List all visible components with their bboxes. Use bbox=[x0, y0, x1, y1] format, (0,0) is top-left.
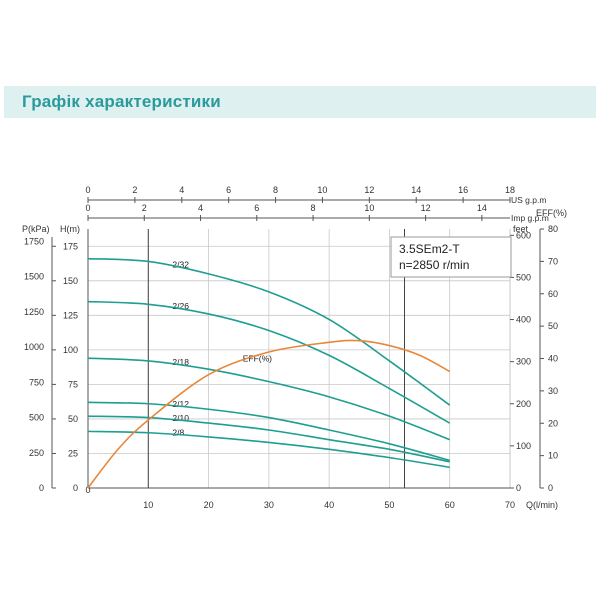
eff-tick-label: 20 bbox=[548, 418, 558, 428]
top-axis-tick-label: 2 bbox=[132, 185, 137, 195]
eff-tick-label: 10 bbox=[548, 451, 558, 461]
head-tick-label: 50 bbox=[68, 414, 78, 424]
series-label: 2/8 bbox=[172, 427, 184, 437]
head-tick-label: 100 bbox=[63, 345, 78, 355]
series-label: 2/32 bbox=[172, 259, 189, 269]
pressure-tick-label: 0 bbox=[39, 483, 44, 493]
head-tick-label: 150 bbox=[63, 276, 78, 286]
eff-tick-label: 80 bbox=[548, 224, 558, 234]
pressure-tick-label: 250 bbox=[29, 448, 44, 458]
top-axis-label: US g.p.m bbox=[511, 195, 546, 205]
pressure-axis-label: P(kPa) bbox=[22, 224, 50, 234]
title-banner: Графік характеристики bbox=[4, 86, 596, 118]
top-axis-tick-label: 2 bbox=[142, 203, 147, 213]
top-axis-tick-label: 8 bbox=[311, 203, 316, 213]
top-axis-tick-label: 8 bbox=[273, 185, 278, 195]
top-axis-tick-label: 18 bbox=[505, 185, 515, 195]
series-line bbox=[87, 257, 451, 406]
head-tick-label: 25 bbox=[68, 448, 78, 458]
model-box: 3.5SEm2-T n=2850 r/min bbox=[390, 236, 512, 278]
series-line bbox=[87, 300, 451, 424]
feet-tick-label: 300 bbox=[516, 357, 531, 367]
series-label: 2/26 bbox=[172, 301, 189, 311]
feet-tick-label: 100 bbox=[516, 441, 531, 451]
feet-tick-label: 600 bbox=[516, 230, 531, 240]
series-label: EFF(%) bbox=[243, 353, 272, 363]
top-axis-tick-label: 6 bbox=[254, 203, 259, 213]
top-axis-tick-label: 6 bbox=[226, 185, 231, 195]
eff-tick-label: 40 bbox=[548, 354, 558, 364]
eff-tick-label: 50 bbox=[548, 321, 558, 331]
x-tick-label: 70 bbox=[505, 500, 515, 510]
top-axis-tick-label: 10 bbox=[317, 185, 327, 195]
model-box-frame bbox=[390, 236, 512, 278]
series-line bbox=[87, 339, 451, 489]
head-tick-label: 175 bbox=[63, 241, 78, 251]
x-tick-label: 60 bbox=[445, 500, 455, 510]
eff-tick-label: 60 bbox=[548, 289, 558, 299]
pressure-tick-label: 1500 bbox=[24, 272, 44, 282]
series-label: 2/12 bbox=[172, 399, 189, 409]
model-name: 3.5SEm2-T bbox=[399, 242, 460, 256]
pressure-tick-label: 750 bbox=[29, 377, 44, 387]
series-line bbox=[87, 357, 451, 441]
eff-tick-label: 70 bbox=[548, 256, 558, 266]
x-tick-label: 30 bbox=[264, 500, 274, 510]
top-axis-tick-label: 14 bbox=[477, 203, 487, 213]
series-group bbox=[87, 257, 451, 489]
top-axis-tick-label: 4 bbox=[198, 203, 203, 213]
series-line bbox=[87, 430, 450, 469]
pressure-tick-label: 1000 bbox=[24, 342, 44, 352]
pressure-tick-label: 500 bbox=[29, 413, 44, 423]
top-axis-tick-label: 4 bbox=[179, 185, 184, 195]
eff-tick-label: 0 bbox=[548, 483, 553, 493]
top-axis-tick-label: 0 bbox=[85, 203, 90, 213]
pressure-tick-label: 1750 bbox=[24, 236, 44, 246]
feet-tick-label: 400 bbox=[516, 315, 531, 325]
head-tick-label: 125 bbox=[63, 310, 78, 320]
x-tick-label: 50 bbox=[384, 500, 394, 510]
head-tick-label: 75 bbox=[68, 379, 78, 389]
eff-axis-label: EFF(%) bbox=[536, 208, 567, 218]
x-tick-label: 20 bbox=[204, 500, 214, 510]
feet-axis-label: feet bbox=[513, 224, 529, 234]
series-label: 2/10 bbox=[172, 413, 189, 423]
head-axis-label: H(m) bbox=[60, 224, 80, 234]
x-origin-label: 0 bbox=[85, 485, 90, 495]
series-label: 2/18 bbox=[172, 357, 189, 367]
model-speed: n=2850 r/min bbox=[399, 258, 469, 272]
x-axis-label: Q(l/min) bbox=[526, 500, 558, 510]
x-tick-label: 10 bbox=[143, 500, 153, 510]
top-axis-tick-label: 12 bbox=[421, 203, 431, 213]
feet-tick-label: 200 bbox=[516, 399, 531, 409]
eff-tick-label: 30 bbox=[548, 386, 558, 396]
top-axis-tick-label: 14 bbox=[411, 185, 421, 195]
head-tick-label: 0 bbox=[73, 483, 78, 493]
pressure-tick-label: 1250 bbox=[24, 307, 44, 317]
feet-tick-label: 0 bbox=[516, 483, 521, 493]
x-tick-label: 40 bbox=[324, 500, 334, 510]
feet-tick-label: 500 bbox=[516, 272, 531, 282]
top-axis-tick-label: 12 bbox=[364, 185, 374, 195]
series-line bbox=[87, 401, 450, 462]
top-axis-tick-label: 0 bbox=[85, 185, 90, 195]
top-axis-tick-label: 10 bbox=[364, 203, 374, 213]
series-line bbox=[87, 415, 450, 463]
page-title: Графік характеристики bbox=[22, 92, 221, 111]
top-axis-label: Imp g.p.m bbox=[511, 213, 549, 223]
top-axis-tick-label: 16 bbox=[458, 185, 468, 195]
